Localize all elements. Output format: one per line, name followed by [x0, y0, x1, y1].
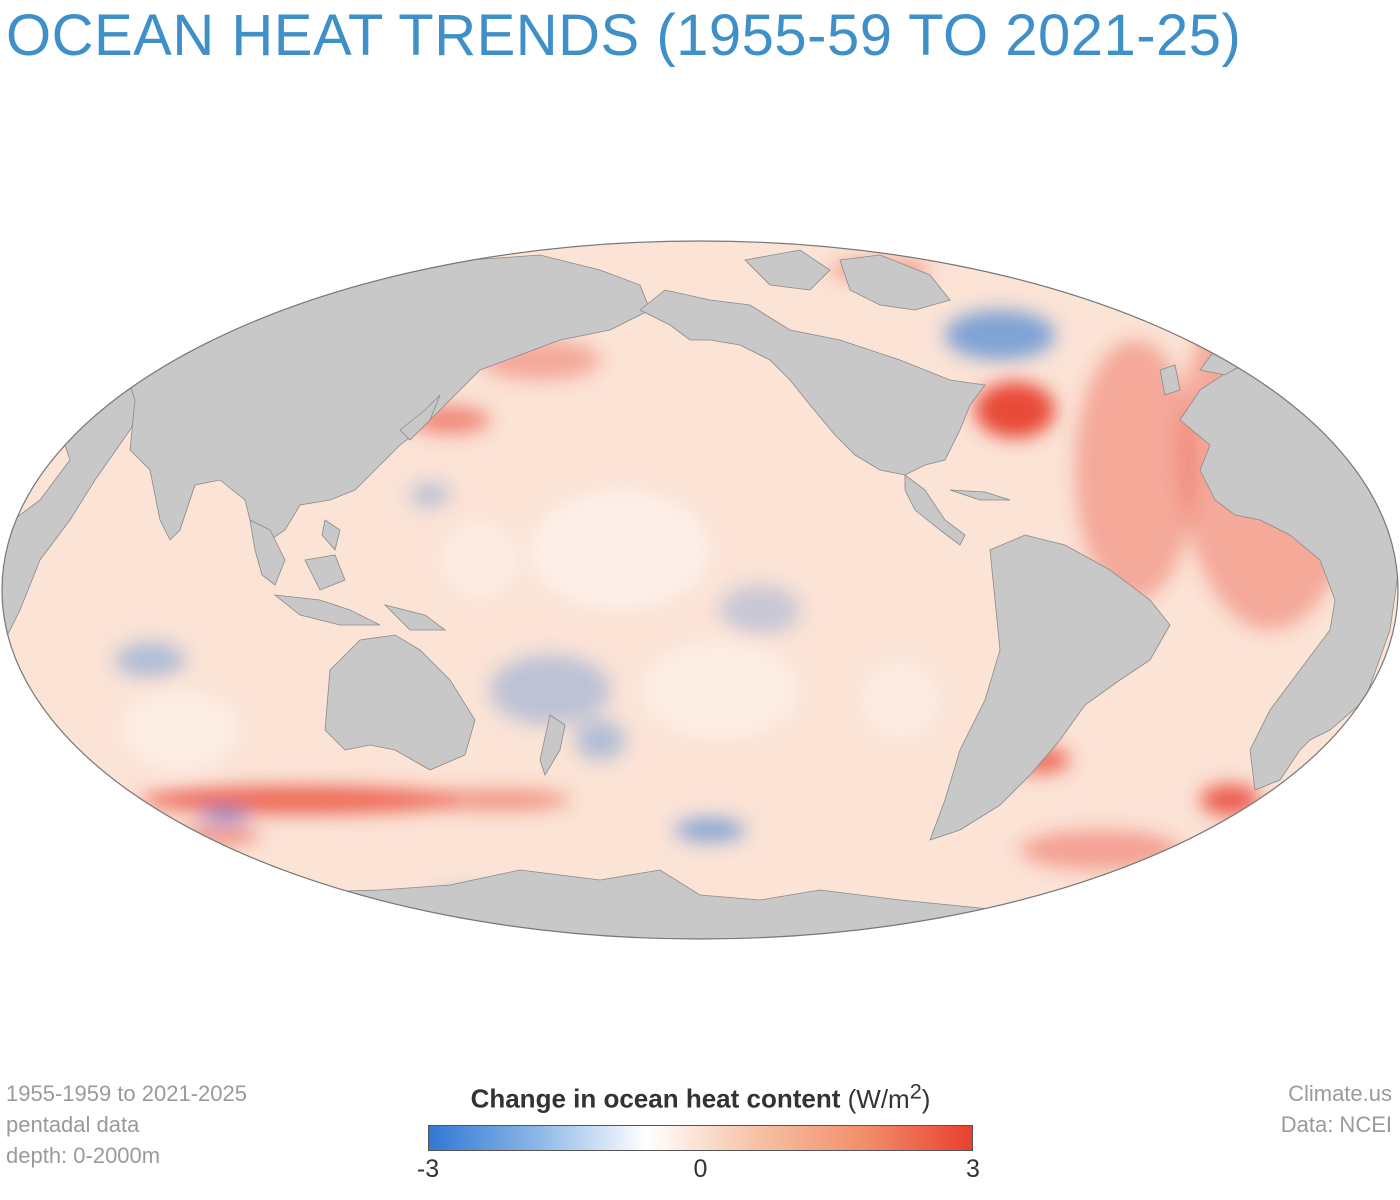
legend-unit: (W/m2)	[847, 1078, 931, 1114]
new-guinea	[383, 604, 447, 631]
world-map	[0, 230, 1400, 950]
legend-color-bar	[428, 1124, 973, 1151]
legend-ticks: -3 0 3	[417, 1154, 980, 1187]
south-america	[929, 534, 1171, 841]
philippines	[321, 519, 341, 551]
greenland	[839, 254, 951, 311]
arctic-islands	[744, 249, 831, 291]
asia-landmass	[119, 254, 651, 541]
legend-tick-min: -3	[416, 1154, 440, 1183]
legend-tick-mid: 0	[693, 1154, 708, 1183]
legend-unit-sup: 2	[909, 1078, 922, 1103]
scandinavia	[1199, 324, 1281, 376]
legend-tick-max: 3	[966, 1154, 980, 1183]
southeast-asia	[249, 519, 286, 586]
new-zealand	[539, 714, 566, 776]
credits: Climate.us Data: NCEI	[1281, 1078, 1392, 1140]
page-title: OCEAN HEAT TRENDS (1955-59 TO 2021-25)	[6, 3, 1242, 68]
legend-title: Change in ocean heat content (W/m2)	[428, 1078, 973, 1115]
footer-notes: 1955-1959 to 2021-2025 pentadal data dep…	[6, 1078, 247, 1171]
legend-title-bold: Change in ocean heat content	[470, 1083, 841, 1114]
central-america	[904, 474, 966, 546]
australia	[324, 634, 476, 771]
data-type-note: pentadal data	[6, 1112, 140, 1137]
data-source: Data: NCEI	[1280, 1112, 1392, 1137]
globe-outline	[1, 240, 1399, 940]
cuba	[949, 489, 1011, 501]
legend-unit-close: )	[921, 1083, 931, 1114]
legend-unit-text: (W/m	[847, 1083, 910, 1114]
borneo	[304, 554, 346, 591]
indonesia-islands	[273, 594, 381, 626]
source-site: Climate.us	[1288, 1081, 1392, 1106]
period-note: 1955-1959 to 2021-2025	[6, 1081, 247, 1106]
color-legend: Change in ocean heat content (W/m2) -3 0…	[417, 1078, 980, 1187]
depth-note: depth: 0-2000m	[6, 1143, 161, 1168]
british-isles	[1159, 364, 1181, 396]
japan	[399, 394, 441, 441]
north-america	[639, 289, 986, 476]
ocean-heat-map-svg	[1, 240, 1399, 940]
